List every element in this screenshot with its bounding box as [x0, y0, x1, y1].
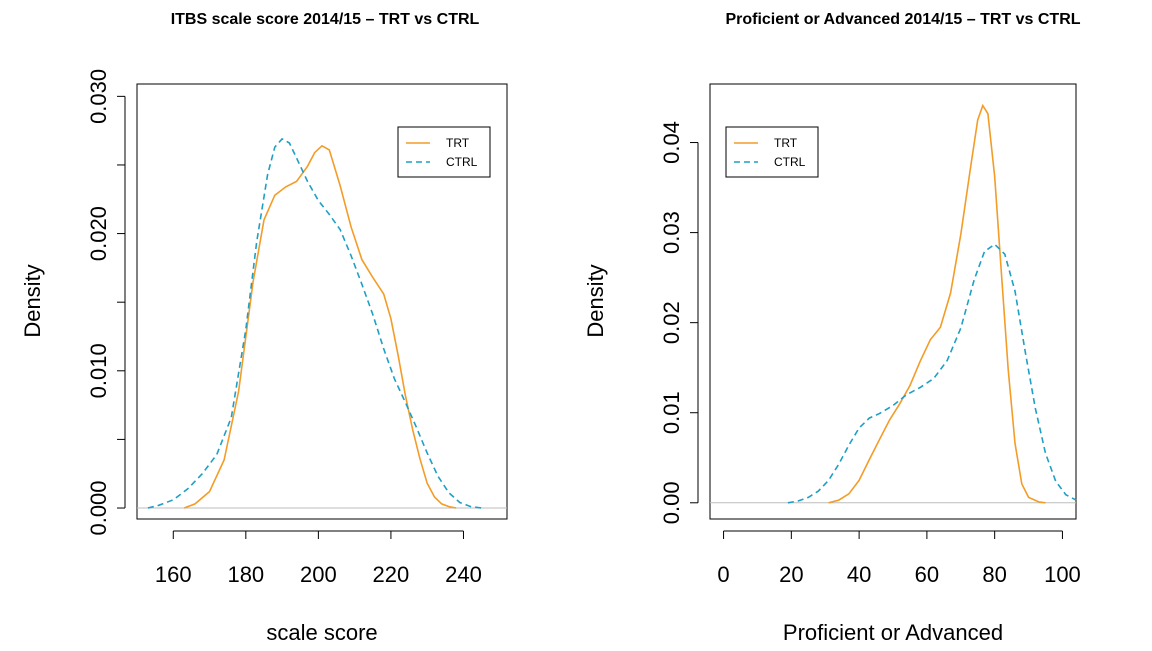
y-tick-label: 0.04	[659, 121, 684, 164]
x-tick-label: 60	[915, 562, 939, 587]
x-axis: 0 20 40 60 80 100	[717, 530, 1081, 587]
plot-frame	[709, 83, 1077, 520]
legend-box	[397, 126, 491, 178]
legend: TRT CTRL	[397, 126, 491, 178]
x-tick-label: 240	[445, 562, 482, 587]
y-axis: 0.00 0.01 0.02 0.03 0.04	[659, 121, 699, 524]
x-tick-label: 40	[847, 562, 871, 587]
y-axis-label: Density	[20, 264, 45, 337]
y-tick-label: 0.010	[86, 343, 111, 398]
y-tick-label: 0.01	[659, 391, 684, 434]
legend-box	[725, 126, 819, 178]
x-tick-label: 160	[155, 562, 192, 587]
legend-label-ctrl: CTRL	[446, 155, 478, 169]
y-axis-label: Density	[583, 264, 608, 337]
x-tick-label: 100	[1044, 562, 1081, 587]
density-plot-proficient: Proficient or Advanced 2014/15 – TRT vs …	[583, 11, 1081, 645]
legend: TRT CTRL	[725, 126, 819, 178]
x-tick-label: 180	[227, 562, 264, 587]
y-tick-label: 0.030	[86, 69, 111, 124]
y-tick-label: 0.02	[659, 301, 684, 344]
density-plot-scale-score: ITBS scale score 2014/15 – TRT vs CTRL 1…	[20, 11, 508, 645]
y-tick-label: 0.000	[86, 480, 111, 535]
x-tick-label: 220	[373, 562, 410, 587]
x-axis-label: Proficient or Advanced	[783, 620, 1003, 645]
x-tick-label: 200	[300, 562, 337, 587]
y-tick-label: 0.00	[659, 481, 684, 524]
x-tick-label: 80	[982, 562, 1006, 587]
chart-title: Proficient or Advanced 2014/15 – TRT vs …	[725, 11, 1080, 28]
x-tick-label: 20	[779, 562, 803, 587]
series-line-ctrl	[787, 243, 1077, 504]
y-tick-label: 0.020	[86, 206, 111, 261]
legend-label-ctrl: CTRL	[774, 155, 806, 169]
plot-frame	[136, 83, 508, 520]
series-line-ctrl	[147, 137, 482, 509]
legend-label-trt: TRT	[774, 136, 798, 150]
x-tick-label: 0	[717, 562, 729, 587]
legend-label-trt: TRT	[446, 136, 470, 150]
x-axis: 160 180 200 220 240	[155, 530, 482, 587]
series-line-trt	[828, 103, 1046, 504]
y-axis: 0.000 0.010 0.020 0.030	[86, 69, 126, 536]
chart-title: ITBS scale score 2014/15 – TRT vs CTRL	[171, 11, 480, 28]
series-line-trt	[183, 144, 457, 509]
x-axis-label: scale score	[266, 620, 377, 645]
y-tick-label: 0.03	[659, 211, 684, 254]
